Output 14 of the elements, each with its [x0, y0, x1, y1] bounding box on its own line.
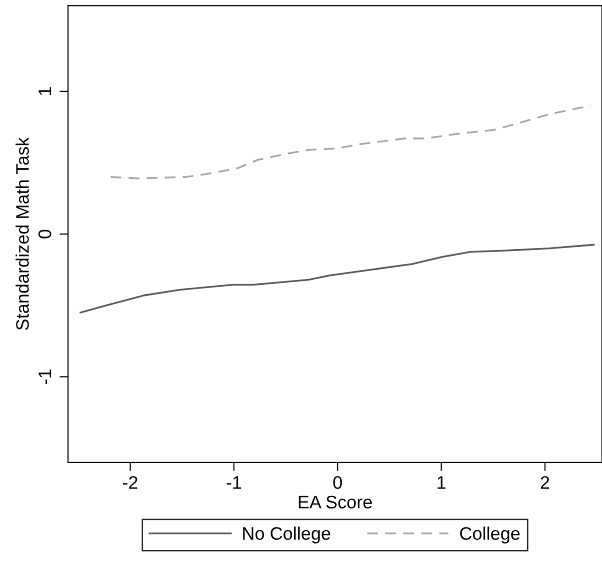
legend-label: College [460, 526, 520, 544]
y-axis-title: Standardized Math Task [16, 137, 29, 330]
line-series [110, 104, 592, 180]
y-tick-label: -1 [38, 370, 52, 384]
x-tick-label: 2 [540, 476, 550, 489]
x-tick-label: 1 [438, 476, 446, 489]
line-series [80, 244, 595, 314]
x-tick-label: 0 [333, 476, 342, 489]
legend-label: No College [243, 526, 330, 544]
x-tick-label: -2 [123, 476, 138, 489]
y-tick-label: 1 [38, 87, 52, 95]
x-tick-label: -1 [226, 476, 242, 489]
y-tick-label: 0 [38, 230, 52, 238]
x-axis-title: EA Score [298, 496, 372, 508]
